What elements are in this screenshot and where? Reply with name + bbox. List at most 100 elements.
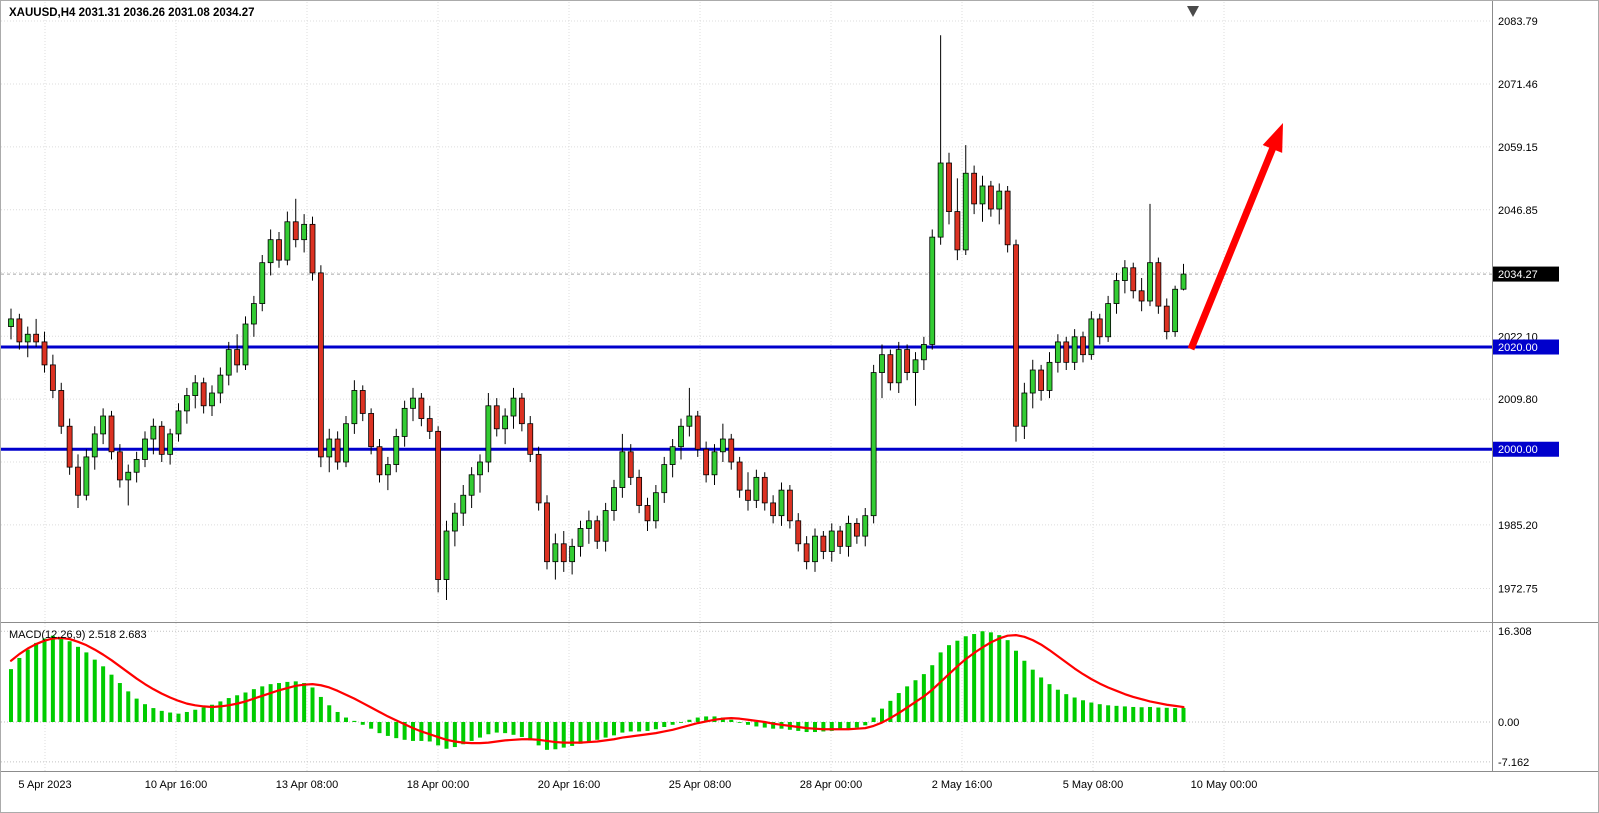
candle bbox=[971, 165, 978, 215]
macd-bar bbox=[955, 640, 960, 722]
candle bbox=[937, 35, 944, 245]
time-axis-label: 5 May 08:00 bbox=[1063, 779, 1124, 791]
candle bbox=[753, 469, 760, 509]
candle bbox=[1172, 285, 1179, 337]
candle bbox=[686, 387, 693, 437]
macd-bar bbox=[963, 636, 968, 722]
macd-bar bbox=[670, 722, 675, 725]
macd-bar bbox=[76, 646, 80, 722]
candle bbox=[41, 331, 48, 373]
candle bbox=[569, 538, 576, 575]
candle bbox=[234, 334, 241, 373]
macd-bar bbox=[1139, 707, 1144, 722]
macd-bar bbox=[620, 722, 625, 733]
current-price-tag bbox=[1493, 266, 1559, 282]
trend-arrow[interactable] bbox=[1187, 123, 1283, 351]
price-axis-label: 2059.15 bbox=[1498, 142, 1538, 154]
macd-bar bbox=[804, 722, 809, 733]
macd-bar bbox=[34, 642, 39, 722]
macd-bar bbox=[1114, 705, 1119, 722]
candle bbox=[619, 433, 626, 498]
candle bbox=[820, 531, 827, 560]
candle bbox=[183, 387, 190, 424]
macd-bar bbox=[829, 722, 834, 731]
candle bbox=[812, 528, 818, 572]
candle bbox=[627, 444, 634, 486]
macd-bar bbox=[645, 722, 650, 731]
candle bbox=[66, 418, 73, 475]
candle bbox=[535, 446, 542, 511]
candle bbox=[929, 229, 936, 350]
macd-bar bbox=[436, 722, 441, 746]
candle bbox=[527, 416, 534, 463]
candle bbox=[167, 428, 174, 465]
macd-bar bbox=[168, 712, 173, 722]
candle bbox=[652, 485, 659, 529]
macd-bar bbox=[444, 722, 449, 749]
macd-bar bbox=[854, 722, 859, 728]
candle bbox=[133, 451, 140, 483]
macd-bar bbox=[1047, 684, 1052, 722]
macd-bar bbox=[813, 722, 817, 733]
macd-signal-line bbox=[9, 634, 1185, 745]
level-price-tag-text: 2000.00 bbox=[1498, 444, 1538, 456]
candle bbox=[334, 431, 341, 470]
macd-bar bbox=[411, 722, 415, 741]
macd-bar bbox=[1005, 640, 1010, 722]
candle bbox=[644, 497, 651, 532]
time-axis-label: 13 Apr 08:00 bbox=[276, 779, 338, 791]
price-axis-label: 2046.85 bbox=[1498, 205, 1538, 217]
macd-bar bbox=[92, 659, 97, 722]
candle bbox=[142, 431, 148, 468]
candle bbox=[24, 326, 31, 358]
level-price-tag bbox=[1493, 441, 1559, 457]
candle bbox=[108, 410, 115, 460]
candle bbox=[719, 423, 726, 463]
macd-bar bbox=[1014, 650, 1018, 722]
candle bbox=[33, 318, 40, 348]
candle bbox=[669, 439, 676, 478]
macd-bar bbox=[746, 722, 750, 725]
candle bbox=[778, 482, 785, 526]
candle bbox=[803, 536, 810, 570]
candle bbox=[158, 421, 165, 463]
macd-bar bbox=[478, 722, 482, 738]
macd-bar bbox=[637, 722, 642, 732]
macd-bar bbox=[377, 722, 382, 734]
macd-bar bbox=[896, 693, 901, 722]
candle bbox=[736, 456, 743, 498]
candle bbox=[376, 439, 383, 483]
price-tags: 2020.00 2000.00 2034.27 bbox=[1493, 266, 1559, 457]
macd-bar bbox=[754, 722, 759, 727]
macd-bar bbox=[427, 722, 432, 742]
candle bbox=[493, 398, 500, 437]
macd-bar bbox=[737, 722, 742, 723]
macd-bar bbox=[235, 695, 240, 722]
annotations[interactable] bbox=[1187, 6, 1283, 351]
horizontal-level-lines[interactable] bbox=[1, 345, 1492, 451]
candle bbox=[58, 382, 65, 434]
macd-bar bbox=[603, 722, 608, 738]
candle bbox=[795, 513, 802, 552]
price-axis-label: 2009.80 bbox=[1498, 394, 1538, 406]
macd-bar bbox=[360, 722, 365, 725]
candle bbox=[979, 175, 986, 222]
macd-bar bbox=[695, 717, 700, 722]
candle bbox=[828, 523, 835, 562]
candle bbox=[326, 428, 333, 473]
macd-bar bbox=[293, 681, 298, 722]
macd-bar bbox=[369, 722, 374, 729]
price-axis-label: 2071.46 bbox=[1498, 79, 1538, 91]
macd-bar bbox=[570, 722, 575, 746]
macd-bar bbox=[277, 683, 281, 722]
macd-bar bbox=[394, 722, 399, 739]
candle bbox=[946, 152, 952, 225]
macd-bar bbox=[59, 637, 64, 722]
macd-bar bbox=[612, 722, 616, 736]
macd-bar bbox=[1106, 705, 1111, 722]
chart-shift-marker bbox=[1187, 6, 1199, 17]
candle bbox=[116, 444, 123, 488]
candle bbox=[209, 385, 215, 417]
macd-bar bbox=[1173, 708, 1178, 722]
